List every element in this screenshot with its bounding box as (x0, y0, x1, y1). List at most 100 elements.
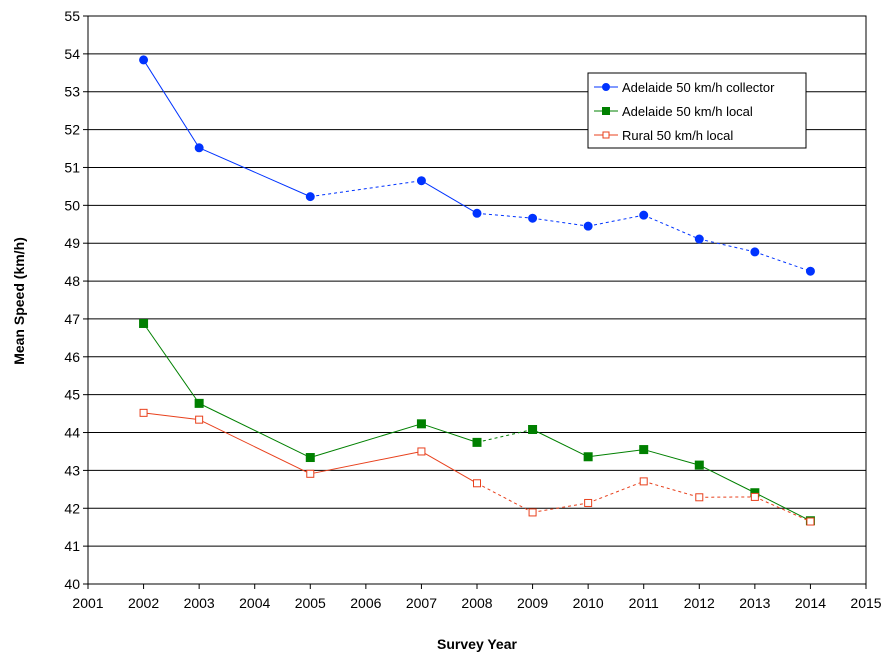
series-line-segment (754, 251, 811, 272)
y-tick-label: 48 (64, 273, 80, 289)
y-tick-label: 45 (64, 387, 80, 403)
series-line-segment (476, 429, 533, 443)
data-point (305, 453, 315, 463)
data-point (750, 492, 759, 501)
series-line-segment (421, 180, 478, 214)
data-point (416, 176, 426, 186)
y-tick-label: 41 (64, 538, 80, 554)
data-point (750, 247, 760, 257)
series-0 (139, 55, 815, 276)
series-line-segment (588, 214, 644, 227)
data-point (639, 210, 649, 220)
x-axis-title: Survey Year (437, 636, 517, 652)
series-line-segment (699, 238, 755, 253)
y-tick-label: 54 (64, 46, 80, 62)
x-tick-label: 2014 (795, 595, 826, 611)
data-point (694, 460, 704, 470)
x-tick-label: 2015 (850, 595, 881, 611)
x-tick-label: 2012 (684, 595, 715, 611)
data-point (139, 408, 148, 417)
y-tick-label: 49 (64, 235, 80, 251)
series-line-segment (143, 59, 200, 149)
y-tick-label: 55 (64, 8, 80, 24)
data-point (416, 419, 426, 429)
series-line-segment (143, 412, 200, 421)
data-point (583, 221, 593, 231)
series-line-segment (143, 323, 200, 404)
legend-item: Adelaide 50 km/h collector (594, 80, 775, 95)
series-line-segment (754, 492, 811, 522)
data-point (472, 208, 482, 218)
series-line-segment (532, 502, 589, 513)
data-point (194, 398, 204, 408)
data-point (639, 445, 649, 455)
data-point (195, 415, 204, 424)
y-tick-label: 42 (64, 500, 80, 516)
legend-item: Adelaide 50 km/h local (594, 104, 753, 119)
data-point (139, 318, 149, 328)
y-tick-label: 47 (64, 311, 80, 327)
legend-label: Adelaide 50 km/h collector (622, 80, 775, 95)
y-tick-label: 40 (64, 576, 80, 592)
data-point (528, 425, 538, 435)
x-tick-label: 2006 (350, 595, 381, 611)
series-line-segment (421, 451, 478, 484)
data-point (417, 447, 426, 456)
data-point (473, 479, 481, 488)
series-line-segment (310, 423, 422, 459)
series-2 (139, 408, 815, 526)
y-tick-label: 52 (64, 122, 80, 138)
x-tick-label: 2005 (295, 595, 326, 611)
legend-label: Adelaide 50 km/h local (622, 104, 753, 119)
x-tick-label: 2011 (629, 595, 659, 611)
series-group (139, 55, 815, 526)
data-point (472, 437, 482, 447)
y-axis-title: Mean Speed (km/h) (11, 237, 27, 365)
data-point (528, 213, 538, 223)
x-tick-label: 2004 (239, 595, 270, 611)
series-line-segment (532, 217, 589, 227)
x-tick-label: 2001 (72, 595, 103, 611)
series-line-segment (198, 419, 311, 475)
y-tick-label: 44 (64, 425, 80, 441)
series-line-segment (699, 464, 756, 494)
series-line-segment (754, 496, 811, 522)
data-point (695, 493, 704, 502)
series-line-segment (421, 423, 478, 443)
series-line-segment (476, 482, 533, 513)
data-point (139, 55, 149, 65)
legend-box (587, 72, 807, 149)
x-tick-label: 2009 (517, 595, 548, 611)
y-tick-label: 43 (64, 462, 80, 478)
y-tick-label: 50 (64, 197, 80, 213)
series-line-segment (476, 212, 533, 219)
data-point (694, 234, 704, 244)
legend-marker (602, 107, 610, 115)
series-line-segment (198, 402, 311, 458)
series-line-segment (643, 214, 700, 240)
data-point (528, 508, 537, 517)
x-tick-label: 2003 (184, 595, 215, 611)
data-point (305, 192, 315, 202)
data-point (639, 477, 648, 486)
x-tick-label: 2013 (739, 595, 770, 611)
series-line-segment (532, 429, 589, 458)
legend-marker (602, 83, 610, 91)
x-tick-label: 2008 (461, 595, 492, 611)
legend: Adelaide 50 km/h collector Adelaide 50 km… (587, 72, 807, 149)
series-line-segment (588, 449, 644, 458)
x-tick-label: 2002 (128, 595, 159, 611)
data-point (805, 266, 815, 276)
data-point (194, 143, 204, 153)
x-tick-label: 2010 (573, 595, 604, 611)
series-1 (139, 318, 815, 526)
data-point (806, 517, 815, 526)
data-point (583, 452, 593, 462)
data-point (584, 498, 593, 507)
y-tick-label: 51 (64, 159, 80, 175)
y-tick-label: 53 (64, 84, 80, 100)
data-point (306, 469, 315, 478)
series-line-segment (587, 480, 644, 504)
legend-label: Rural 50 km/h local (622, 128, 733, 143)
